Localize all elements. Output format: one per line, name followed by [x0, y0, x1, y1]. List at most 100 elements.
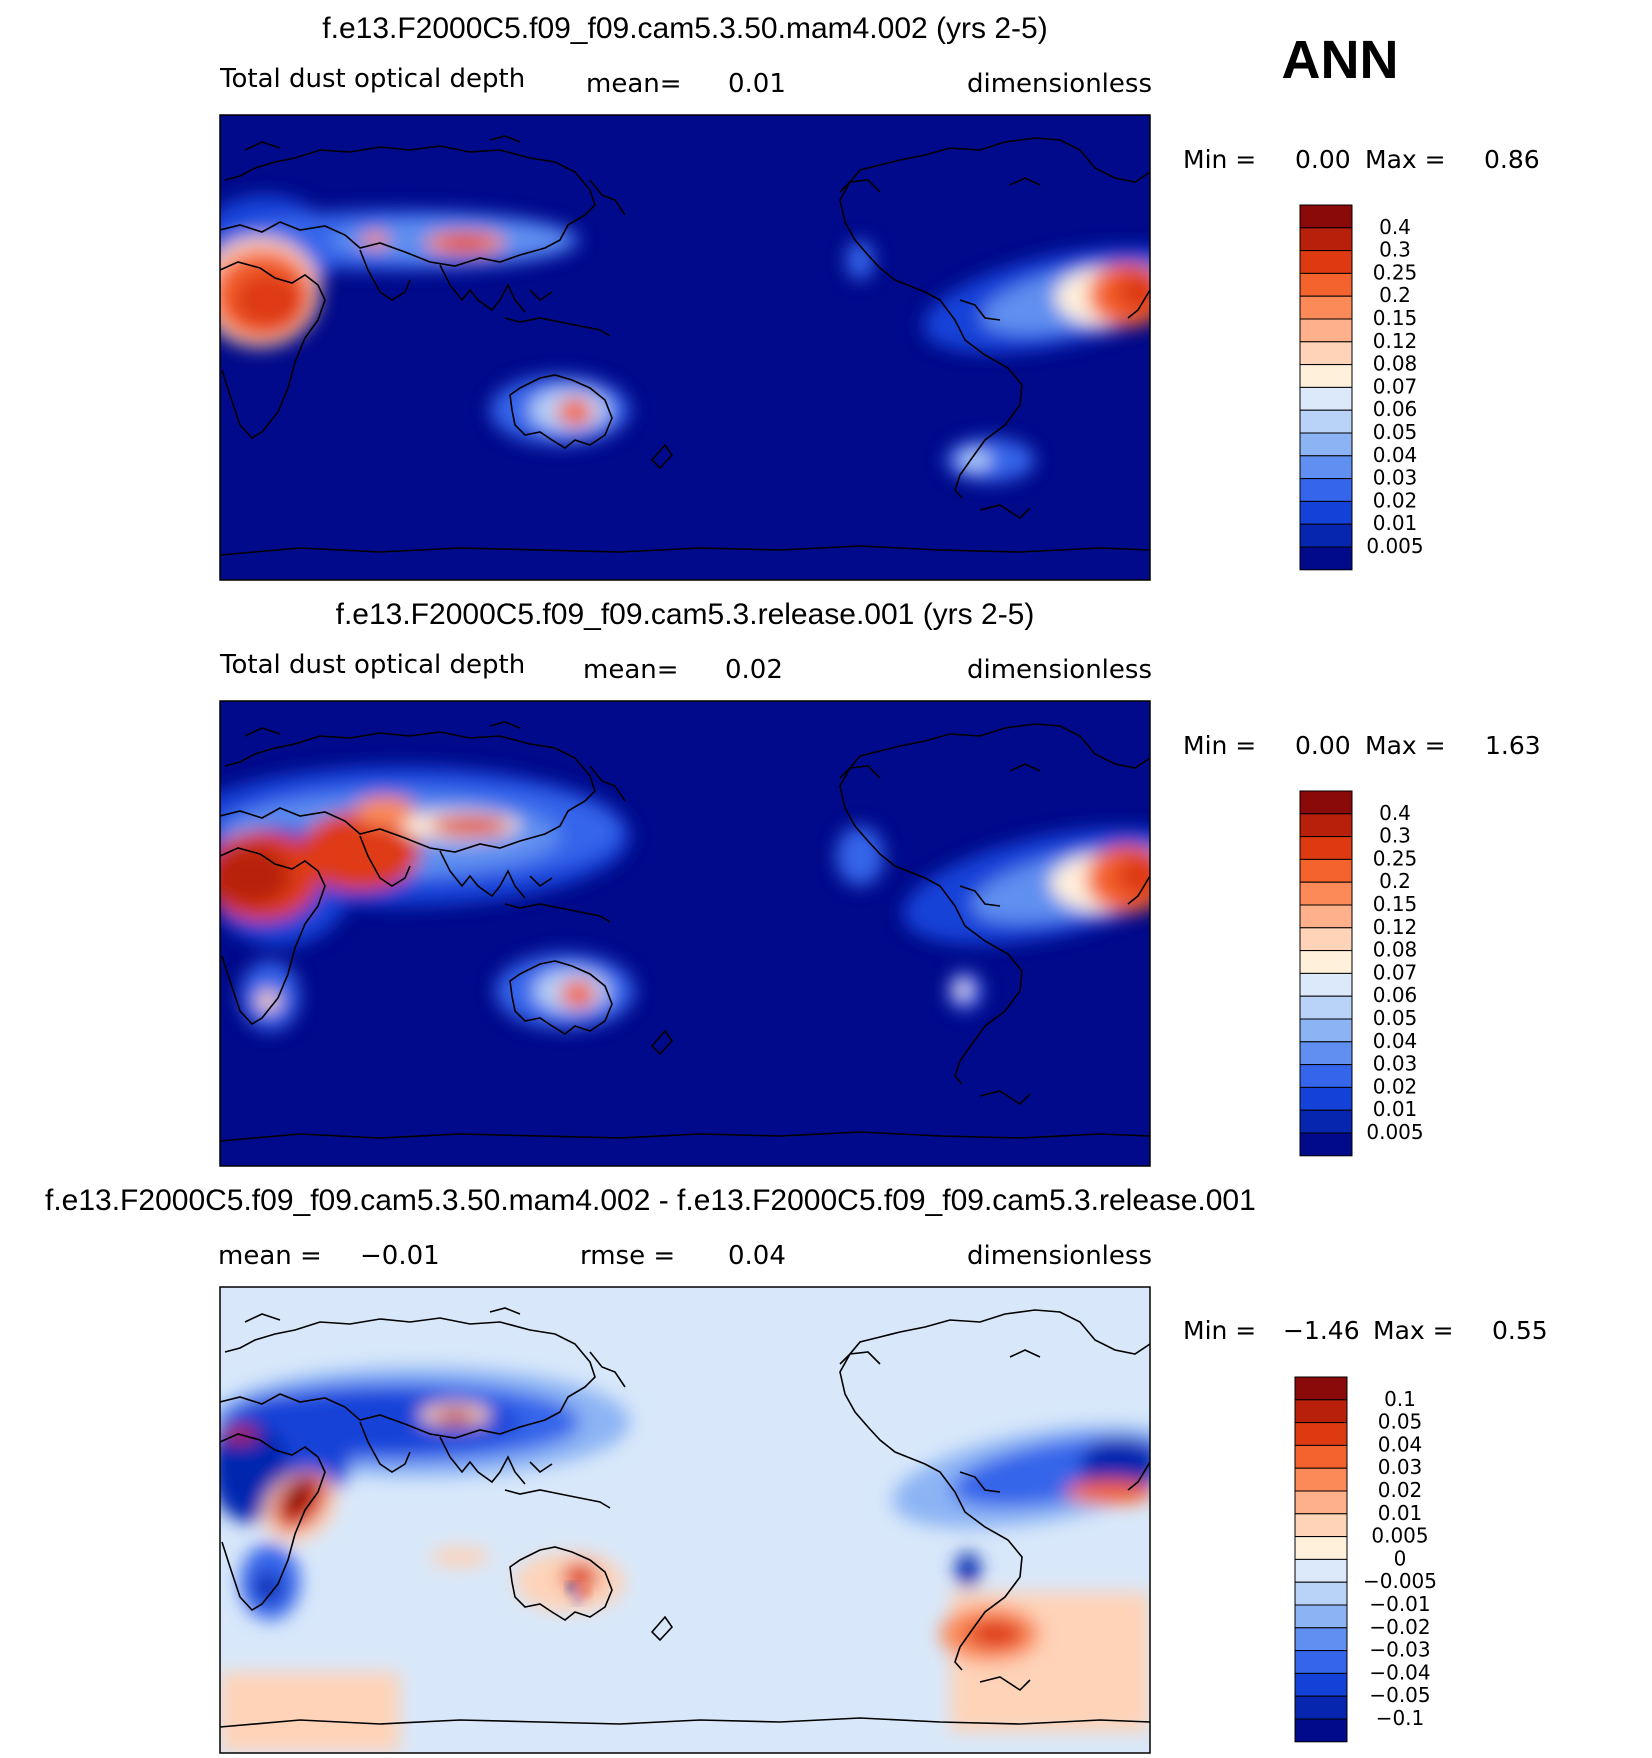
panel-2-frame	[219, 700, 1151, 1167]
colorbar-swatch	[1294, 1444, 1348, 1469]
colorbar-level-label: 0	[1394, 1546, 1407, 1570]
colorbar-swatch	[1294, 1467, 1348, 1492]
colorbar-level-label: 0.25	[1373, 260, 1418, 284]
colorbar-swatch	[1299, 250, 1353, 274]
panel-2-map	[220, 701, 1150, 1166]
panel-3-frame	[219, 1286, 1151, 1754]
colorbar-level-label: 0.03	[1373, 1052, 1418, 1076]
colorbar-swatch	[1299, 904, 1353, 929]
colorbar-swatch	[1299, 227, 1353, 252]
colorbar-swatch	[1299, 836, 1353, 860]
colorbar-level-label: 0.05	[1373, 420, 1418, 444]
colorbar-swatch	[1299, 386, 1353, 411]
panel-3-title: f.e13.F2000C5.f09_f09.cam5.3.50.mam4.002…	[45, 1184, 1256, 1217]
panel-2-colorbar: 0.40.30.250.20.150.120.080.070.060.050.0…	[1299, 790, 1424, 1157]
panel-3-max-label: Max =	[1373, 1316, 1454, 1345]
panel-3-colorbar: 0.10.050.040.030.020.010.0050−0.005−0.01…	[1294, 1376, 1437, 1743]
colorbar-swatch	[1294, 1536, 1348, 1560]
colorbar-level-label: 0.04	[1373, 443, 1418, 467]
colorbar-swatch	[1299, 790, 1353, 815]
colorbar-level-label: 0.05	[1378, 1410, 1423, 1434]
panel-2-title: f.e13.F2000C5.f09_f09.cam5.3.release.001…	[336, 598, 1035, 631]
colorbar-swatch	[1299, 995, 1353, 1020]
colorbar-swatch	[1299, 813, 1353, 838]
colorbar-swatch	[1294, 1581, 1348, 1606]
colorbar-swatch	[1294, 1718, 1348, 1743]
panel-1-max-value: 0.86	[1484, 145, 1540, 174]
colorbar-level-label: 0.4	[1379, 215, 1411, 239]
colorbar-swatch	[1299, 341, 1353, 366]
colorbar-swatch	[1294, 1604, 1348, 1629]
colorbar-swatch	[1299, 204, 1353, 229]
colorbar-level-label: 0.02	[1378, 1478, 1423, 1502]
panel-2-units: dimensionless	[967, 655, 1152, 685]
colorbar-swatch	[1299, 1041, 1353, 1066]
panel-3-min-label: Min =	[1183, 1316, 1256, 1345]
panel-2-dust-field	[220, 766, 1150, 1031]
panel-3-max-value: 0.55	[1492, 1316, 1548, 1345]
panel-2-variable: Total dust optical depth	[219, 650, 525, 680]
colorbar-swatch	[1299, 881, 1353, 906]
colorbar-level-label: 0.06	[1373, 397, 1418, 421]
colorbar-level-label: 0.03	[1373, 466, 1418, 490]
panel-1-units: dimensionless	[967, 69, 1152, 99]
colorbar-level-label: 0.06	[1373, 983, 1418, 1007]
panel-1-mean-value: 0.01	[728, 69, 786, 99]
colorbar-level-label: −0.01	[1369, 1592, 1430, 1616]
panel-2-mean-label: mean=	[583, 655, 679, 685]
panel-2-max-value: 1.63	[1485, 731, 1541, 760]
colorbar-level-label: 0.3	[1379, 824, 1411, 848]
colorbar-level-label: 0.07	[1373, 374, 1418, 398]
colorbar-level-label: 0.04	[1378, 1432, 1423, 1456]
colorbar-swatch	[1299, 972, 1353, 997]
colorbar-swatch	[1299, 455, 1353, 480]
panel-3-difference-field	[220, 1367, 1150, 1752]
panel-1-colorbar: 0.40.30.250.20.150.120.080.070.060.050.0…	[1299, 204, 1424, 571]
colorbar-level-label: −0.1	[1376, 1706, 1425, 1730]
panel-2-max-label: Max =	[1365, 731, 1446, 760]
panel-1: f.e13.F2000C5.f09_f09.cam5.3.50.mam4.002…	[219, 12, 1540, 581]
colorbar-level-label: 0.15	[1373, 892, 1418, 916]
panel-1-min-label: Min =	[1183, 145, 1256, 174]
colorbar-swatch	[1299, 950, 1353, 974]
colorbar-level-label: 0.07	[1373, 960, 1418, 984]
panel-1-variable: Total dust optical depth	[219, 64, 525, 94]
panel-1-frame	[219, 114, 1151, 581]
panel-2-min-label: Min =	[1183, 731, 1256, 760]
panel-3-units: dimensionless	[967, 1241, 1152, 1271]
colorbar-swatch	[1299, 1086, 1353, 1111]
colorbar-level-label: 0.25	[1373, 846, 1418, 870]
panel-3-min-value: −1.46	[1283, 1316, 1360, 1345]
panel-3-australia-detail	[568, 1584, 589, 1603]
colorbar-swatch	[1294, 1672, 1348, 1697]
panel-2: f.e13.F2000C5.f09_f09.cam5.3.release.001…	[219, 598, 1541, 1167]
colorbar-level-label: 0.12	[1373, 329, 1418, 353]
colorbar-level-label: 0.3	[1379, 238, 1411, 262]
colorbar-level-label: 0.005	[1371, 1524, 1428, 1548]
colorbar-swatch	[1299, 546, 1353, 571]
colorbar-level-label: −0.05	[1369, 1683, 1430, 1707]
colorbar-level-label: 0.2	[1379, 869, 1411, 893]
colorbar-swatch	[1294, 1695, 1348, 1720]
colorbar-level-label: 0.04	[1373, 1029, 1418, 1053]
colorbar-swatch	[1299, 409, 1353, 434]
colorbar-level-label: −0.005	[1363, 1569, 1437, 1593]
colorbar-swatch	[1299, 1132, 1353, 1157]
colorbar-level-label: 0.2	[1379, 283, 1411, 307]
colorbar-swatch	[1294, 1627, 1348, 1652]
colorbar-swatch	[1299, 1109, 1353, 1134]
colorbar-level-label: 0.02	[1373, 1074, 1418, 1098]
colorbar-level-label: 0.01	[1378, 1501, 1423, 1525]
panel-3-mean-value: −0.01	[360, 1241, 440, 1271]
panel-1-map	[220, 115, 1150, 580]
panel-2-mean-value: 0.02	[725, 655, 783, 685]
panel-3-rmse-label: rmse =	[580, 1241, 675, 1271]
colorbar-level-label: 0.01	[1373, 1097, 1418, 1121]
colorbar-swatch	[1294, 1513, 1348, 1538]
panel-2-min-value: 0.00	[1295, 731, 1351, 760]
panel-1-dust-field	[220, 195, 1150, 482]
colorbar-swatch	[1299, 318, 1353, 343]
colorbar-level-label: 0.03	[1378, 1455, 1423, 1479]
colorbar-level-label: 0.1	[1384, 1387, 1416, 1411]
